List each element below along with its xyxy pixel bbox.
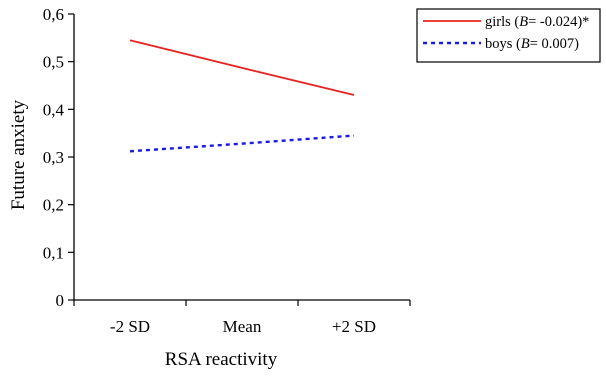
legend-label-1: boys (B= 0.007): [485, 36, 579, 52]
y-tick-label: 0,2: [43, 196, 64, 215]
axes: 0 0,1 0,2 0,3 0,4 0,5 0,6 -2 SD Mean +2 SD: [43, 5, 411, 336]
legend-box: [416, 8, 601, 63]
y-tick-label: 0,3: [43, 148, 64, 167]
y-tick-label: 0,5: [43, 53, 64, 72]
series-line-0: [129, 39, 355, 96]
series-layer: [129, 39, 355, 153]
x-axis-label: RSA reactivity: [165, 349, 278, 370]
y-tick-label: 0,1: [43, 243, 64, 262]
x-tick-label: -2 SD: [110, 317, 150, 336]
legend: girls (B= -0.024)* boys (B= 0.007): [416, 8, 601, 63]
x-tick-label: Mean: [223, 317, 262, 336]
y-axis-label: Future anxiety: [8, 99, 29, 210]
y-tick-label: 0: [56, 291, 65, 310]
y-tick-label: 0,4: [43, 100, 65, 119]
series-line-1: [129, 134, 355, 153]
legend-label-0: girls (B= -0.024)*: [485, 14, 589, 30]
y-tick-label: 0,6: [43, 5, 64, 24]
x-tick-label: +2 SD: [332, 317, 376, 336]
